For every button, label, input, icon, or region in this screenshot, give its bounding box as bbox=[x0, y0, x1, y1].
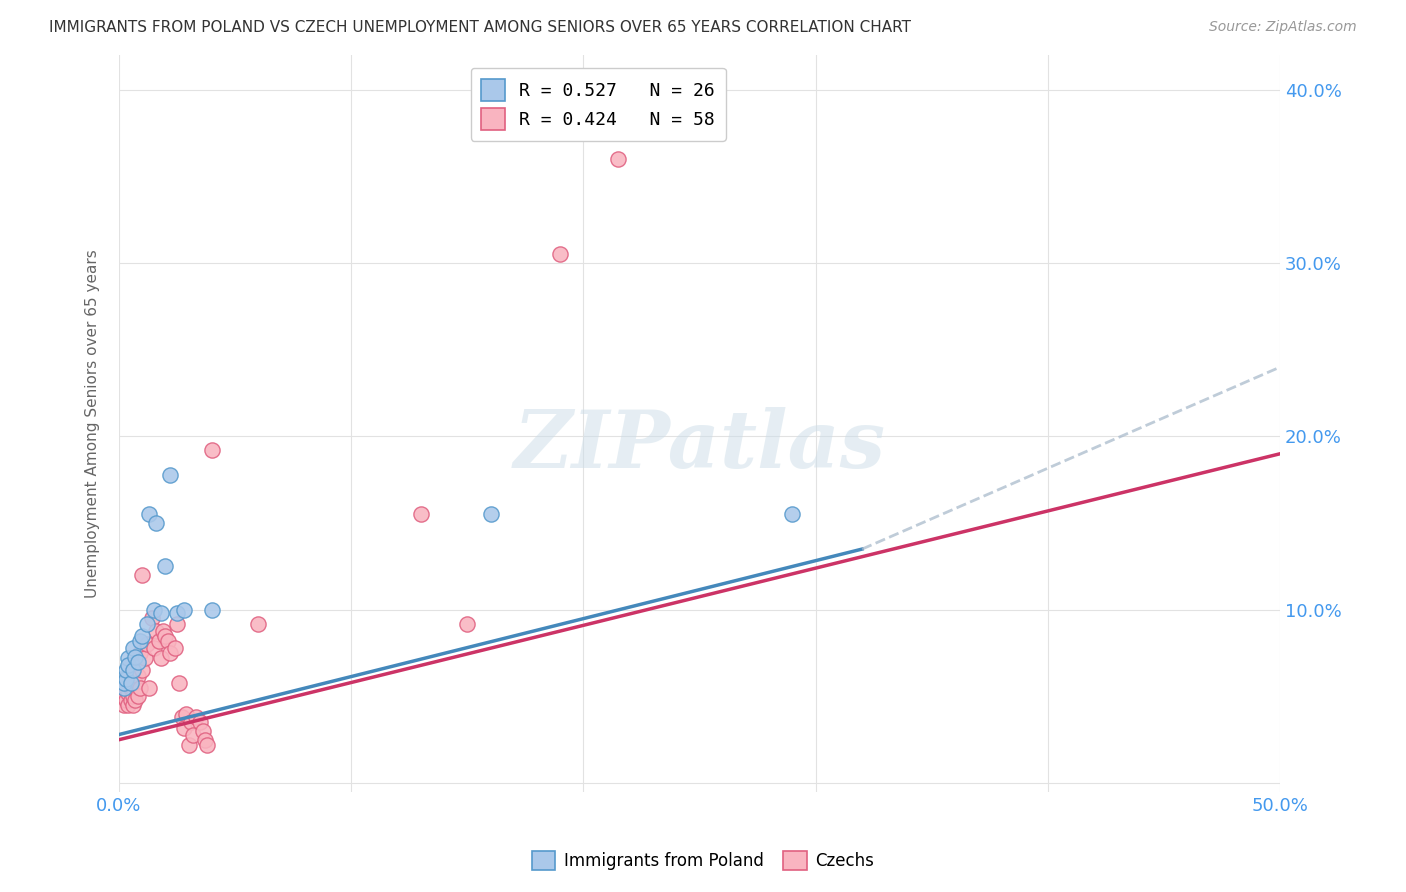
Point bbox=[191, 724, 214, 739]
Point bbox=[115, 672, 138, 686]
Point bbox=[456, 616, 478, 631]
Point bbox=[117, 651, 139, 665]
Point bbox=[124, 693, 146, 707]
Point bbox=[115, 693, 138, 707]
Point bbox=[195, 738, 218, 752]
Point bbox=[156, 634, 179, 648]
Point bbox=[142, 640, 165, 655]
Point bbox=[145, 624, 167, 638]
Point bbox=[201, 603, 224, 617]
Point bbox=[135, 637, 157, 651]
Point bbox=[120, 693, 142, 707]
Legend: R = 0.527   N = 26, R = 0.424   N = 58: R = 0.527 N = 26, R = 0.424 N = 58 bbox=[471, 68, 725, 141]
Point bbox=[166, 616, 188, 631]
Point bbox=[124, 675, 146, 690]
Y-axis label: Unemployment Among Seniors over 65 years: Unemployment Among Seniors over 65 years bbox=[86, 249, 100, 598]
Point bbox=[129, 634, 152, 648]
Point bbox=[127, 668, 149, 682]
Point bbox=[247, 616, 270, 631]
Point bbox=[112, 698, 135, 712]
Point bbox=[148, 634, 170, 648]
Point bbox=[120, 681, 142, 695]
Point bbox=[117, 686, 139, 700]
Point bbox=[124, 649, 146, 664]
Point bbox=[548, 247, 571, 261]
Point bbox=[112, 690, 135, 704]
Point bbox=[479, 508, 502, 522]
Point bbox=[163, 640, 186, 655]
Point bbox=[409, 508, 432, 522]
Point bbox=[110, 672, 132, 686]
Point bbox=[173, 603, 195, 617]
Point bbox=[173, 721, 195, 735]
Point bbox=[115, 681, 138, 695]
Point bbox=[155, 559, 177, 574]
Point bbox=[149, 651, 172, 665]
Point bbox=[176, 706, 198, 721]
Point bbox=[127, 655, 149, 669]
Point bbox=[112, 681, 135, 695]
Text: IMMIGRANTS FROM POLAND VS CZECH UNEMPLOYMENT AMONG SENIORS OVER 65 YEARS CORRELA: IMMIGRANTS FROM POLAND VS CZECH UNEMPLOY… bbox=[49, 20, 911, 35]
Point bbox=[782, 508, 804, 522]
Point bbox=[122, 690, 145, 704]
Point bbox=[131, 664, 153, 678]
Point bbox=[155, 629, 177, 643]
Point bbox=[117, 698, 139, 712]
Point bbox=[177, 738, 200, 752]
Point bbox=[122, 640, 145, 655]
Point bbox=[142, 603, 165, 617]
Point bbox=[122, 664, 145, 678]
Point bbox=[135, 616, 157, 631]
Point bbox=[120, 668, 142, 682]
Point bbox=[180, 715, 202, 730]
Point bbox=[166, 606, 188, 620]
Point bbox=[134, 651, 156, 665]
Point bbox=[159, 467, 181, 482]
Point bbox=[112, 675, 135, 690]
Point bbox=[127, 690, 149, 704]
Legend: Immigrants from Poland, Czechs: Immigrants from Poland, Czechs bbox=[526, 844, 880, 877]
Point bbox=[122, 664, 145, 678]
Point bbox=[184, 710, 207, 724]
Point bbox=[129, 646, 152, 660]
Point bbox=[112, 681, 135, 695]
Point bbox=[120, 675, 142, 690]
Point bbox=[159, 646, 181, 660]
Point bbox=[138, 508, 160, 522]
Point bbox=[145, 516, 167, 530]
Point bbox=[183, 727, 205, 741]
Point bbox=[117, 658, 139, 673]
Text: ZIPatlas: ZIPatlas bbox=[513, 407, 886, 484]
Point bbox=[110, 675, 132, 690]
Point bbox=[194, 732, 217, 747]
Point bbox=[122, 698, 145, 712]
Point bbox=[170, 710, 193, 724]
Point bbox=[117, 672, 139, 686]
Point bbox=[138, 681, 160, 695]
Point bbox=[129, 681, 152, 695]
Point bbox=[188, 715, 211, 730]
Point bbox=[131, 568, 153, 582]
Point bbox=[149, 606, 172, 620]
Point bbox=[141, 611, 163, 625]
Point bbox=[201, 443, 224, 458]
Text: Source: ZipAtlas.com: Source: ZipAtlas.com bbox=[1209, 20, 1357, 34]
Point bbox=[110, 690, 132, 704]
Point bbox=[110, 684, 132, 698]
Point bbox=[152, 624, 174, 638]
Point bbox=[607, 152, 630, 166]
Point bbox=[115, 672, 138, 686]
Point bbox=[131, 629, 153, 643]
Point bbox=[115, 664, 138, 678]
Point bbox=[169, 675, 191, 690]
